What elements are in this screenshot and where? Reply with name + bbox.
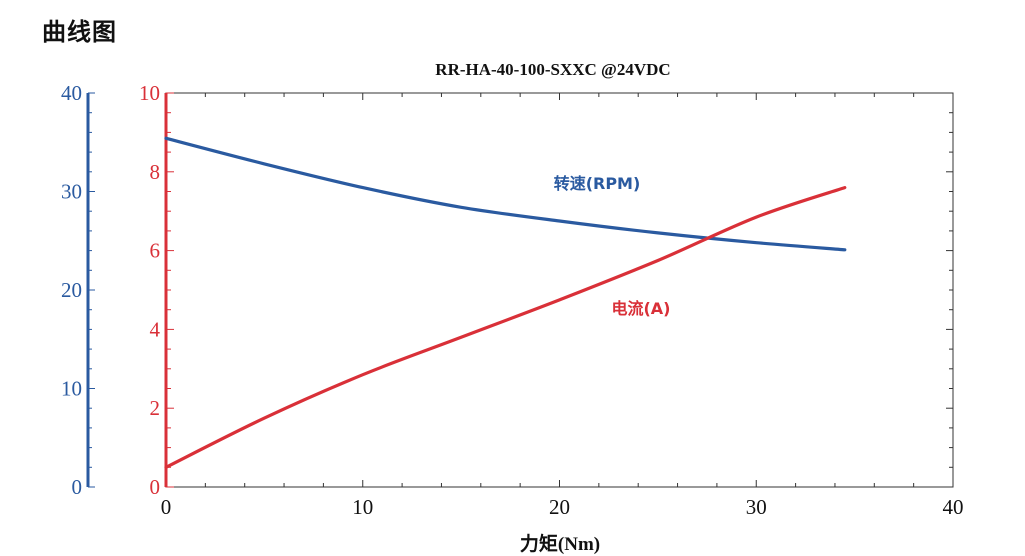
current-axis-tick-label: 0 <box>150 475 161 499</box>
speed-series-line <box>164 136 847 252</box>
x-axis-tick-label: 0 <box>161 495 172 519</box>
speed-axis-tick-label: 10 <box>61 377 82 401</box>
speed-axis-tick-label: 40 <box>61 81 82 105</box>
current-axis-tick-label: 2 <box>150 396 161 420</box>
current-axis-tick-label: 8 <box>150 160 161 184</box>
current-axis-tick-label: 10 <box>139 81 160 105</box>
speed-series-label: 转速(RPM) <box>554 174 641 193</box>
current-series-label: 电流(A) <box>611 299 670 318</box>
plot-frame <box>165 92 954 488</box>
current-axis-tick-label: 4 <box>150 317 161 341</box>
page-title: 曲线图 <box>42 18 117 46</box>
chart-title: RR-HA-40-100-SXXC @24VDC <box>435 60 670 79</box>
speed-axis-tick-label: 30 <box>61 180 82 204</box>
speed-axis-tick-label: 0 <box>72 475 83 499</box>
current-axis-tick-label: 6 <box>150 239 161 263</box>
current-series-line <box>164 186 847 469</box>
x-axis-tick-label: 20 <box>549 495 570 519</box>
x-axis-tick-label: 30 <box>746 495 767 519</box>
x-axis-label: 力矩(Nm) <box>520 532 600 555</box>
speed-axis-tick-label: 20 <box>61 278 82 302</box>
x-axis-tick-label: 10 <box>352 495 373 519</box>
x-axis-tick-label: 40 <box>943 495 964 519</box>
